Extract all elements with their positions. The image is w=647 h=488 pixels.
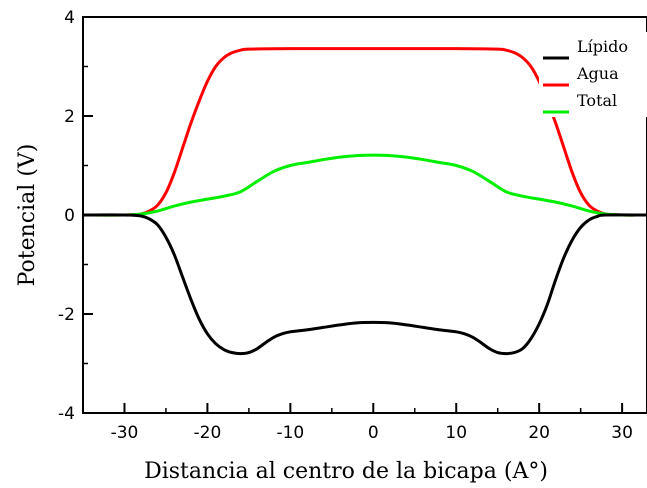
legend: Lípido Agua Total bbox=[539, 32, 647, 117]
x-tick-label: 0 bbox=[368, 423, 379, 443]
y-tick-label: -2 bbox=[58, 305, 75, 325]
x-tick-label: -10 bbox=[276, 423, 304, 443]
legend-label: Agua bbox=[576, 64, 619, 83]
y-tick-label: 4 bbox=[64, 8, 75, 28]
legend-label: Total bbox=[577, 91, 617, 110]
series-line-0 bbox=[83, 213, 647, 356]
series-line-1 bbox=[83, 47, 647, 217]
plot-frame bbox=[82, 16, 647, 414]
x-tick-label: -20 bbox=[194, 423, 222, 443]
legend-label: Lípido bbox=[577, 37, 628, 56]
y-tick-label: 0 bbox=[64, 206, 75, 226]
x-axis-title: Distancia al centro de la bicapa (A°) bbox=[144, 459, 548, 484]
x-tick-label: -30 bbox=[111, 423, 139, 443]
series-lines bbox=[83, 47, 647, 356]
y-axis-title: Potencial (V) bbox=[15, 144, 40, 287]
legend-box bbox=[539, 32, 647, 117]
x-tick-label: 10 bbox=[445, 423, 467, 443]
y-tick-label: 2 bbox=[64, 107, 75, 127]
y-tick-label: -4 bbox=[58, 404, 75, 424]
x-tick-label: 30 bbox=[611, 423, 633, 443]
x-tick-label: 20 bbox=[528, 423, 550, 443]
series-line-2 bbox=[83, 153, 647, 217]
